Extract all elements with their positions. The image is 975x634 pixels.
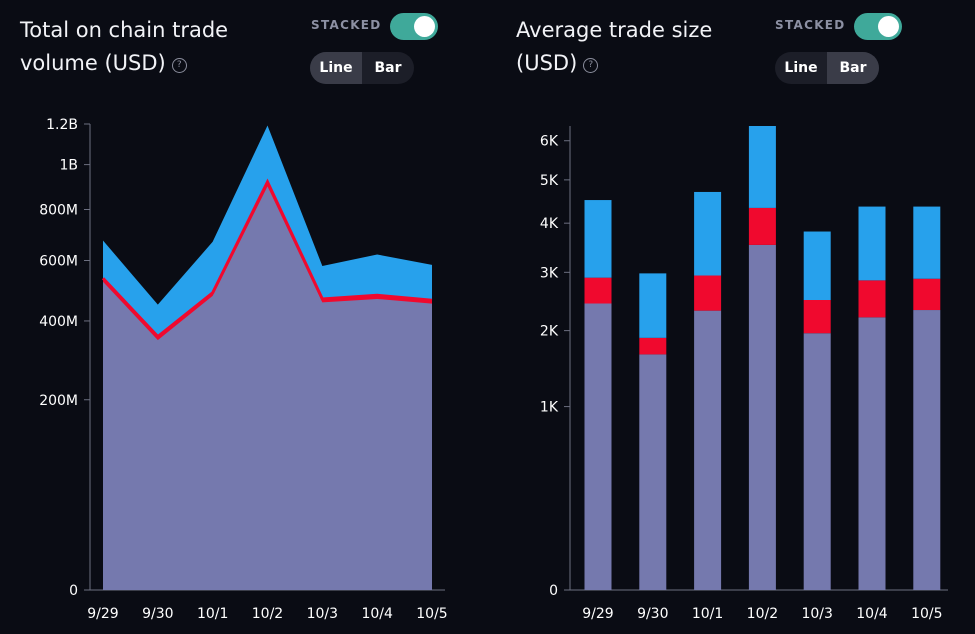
x-tick-label: 10/2: [252, 606, 283, 622]
bar-segment-middle: [858, 280, 886, 318]
question-circle-icon[interactable]: ?: [171, 58, 187, 73]
stacked-label: STACKED: [311, 18, 382, 32]
x-tick-label: 10/1: [197, 606, 228, 622]
y-tick-label: 800M: [39, 203, 78, 219]
toggle-knob: [414, 16, 435, 37]
avg-trade-size-title: Average trade size (USD)?: [516, 14, 776, 80]
line-series-middle: [101, 178, 433, 339]
x-tick-label: 10/1: [692, 606, 723, 622]
x-tick-label: 10/5: [416, 606, 447, 622]
x-tick-label: 9/30: [142, 606, 173, 622]
y-tick-label: 3K: [540, 265, 559, 281]
x-tick-label: 10/2: [747, 606, 778, 622]
bar-segment-base: [803, 333, 831, 590]
bar-segment-middle: [748, 207, 776, 245]
bar-segment-middle: [803, 300, 831, 334]
bar-segment-top: [913, 206, 941, 279]
trade-volume-title: Total on chain trade volume (USD)?: [20, 14, 280, 80]
bar-segment-base: [913, 310, 941, 590]
y-tick-label: 600M: [39, 253, 78, 269]
chart-type-switch: Line Bar: [775, 52, 879, 84]
x-tick-label: 9/29: [582, 606, 613, 622]
bar-segment-top: [584, 200, 612, 278]
bar-segment-middle: [639, 337, 667, 355]
y-tick-label: 1B: [59, 158, 78, 174]
bar-segment-base: [694, 310, 722, 590]
y-tick-label: 2K: [540, 324, 559, 340]
y-tick-label: 6K: [540, 134, 559, 150]
y-tick-label: 400M: [39, 314, 78, 330]
x-tick-label: 10/5: [911, 606, 942, 622]
bar-segment-base: [858, 317, 886, 590]
trade-volume-title-text: Total on chain trade volume (USD): [20, 18, 229, 75]
y-tick-label: 1.2B: [46, 117, 78, 133]
tab-line[interactable]: Line: [784, 60, 818, 76]
bar-segment-top: [694, 191, 722, 276]
bar-segment-top: [748, 126, 776, 208]
bar-segment-base: [584, 303, 612, 590]
bar-segment-top: [803, 231, 831, 300]
question-circle-icon[interactable]: ?: [583, 58, 599, 73]
tab-bar[interactable]: Bar: [827, 52, 879, 84]
bar-segment-middle: [694, 275, 722, 311]
tab-line[interactable]: Line: [310, 52, 362, 84]
avg-trade-size-panel: Average trade size (USD)? STACKED Line B…: [488, 0, 975, 634]
avg-trade-size-chart: 0 1K 2K 3K 4K 5K 6K 9/29 9/30 10/1 10/2 10/3 10/4 10/…: [540, 126, 948, 622]
bar-segment-middle: [913, 278, 941, 311]
stacked-toggle[interactable]: [854, 13, 902, 40]
x-tick-label: 10/4: [856, 606, 888, 622]
avg-trade-size-title-text: Average trade size (USD): [516, 18, 713, 75]
x-tick-label: 9/29: [87, 606, 118, 622]
toggle-knob: [878, 16, 899, 37]
x-tick-label: 10/4: [361, 606, 393, 622]
bar-segment-top: [858, 206, 886, 281]
stacked-label: STACKED: [775, 18, 846, 32]
y-tick-label: 0: [549, 583, 558, 599]
bar-segment-base: [639, 354, 667, 590]
y-tick-label: 4K: [540, 216, 559, 232]
trade-volume-chart: 0 200M 400M 600M 800M 1B 1.2B 9/29 9/30 10/1 10/2 1…: [39, 117, 448, 622]
x-tick-label: 9/30: [637, 606, 668, 622]
area-series-base: [103, 186, 432, 590]
y-tick-label: 1K: [540, 400, 559, 416]
y-tick-label: 0: [69, 583, 78, 599]
bar-segment-middle: [584, 277, 612, 304]
tab-bar[interactable]: Bar: [374, 60, 402, 76]
bar-segment-base: [748, 244, 776, 591]
y-tick-label: 5K: [540, 173, 559, 189]
trade-volume-panel: Total on chain trade volume (USD)? STACK…: [0, 0, 487, 634]
y-tick-label: 200M: [39, 393, 78, 409]
stacked-toggle[interactable]: [390, 13, 438, 40]
x-tick-label: 10/3: [801, 606, 832, 622]
bar-segment-top: [639, 273, 667, 338]
chart-type-switch: Line Bar: [310, 52, 414, 84]
x-tick-label: 10/3: [307, 606, 338, 622]
